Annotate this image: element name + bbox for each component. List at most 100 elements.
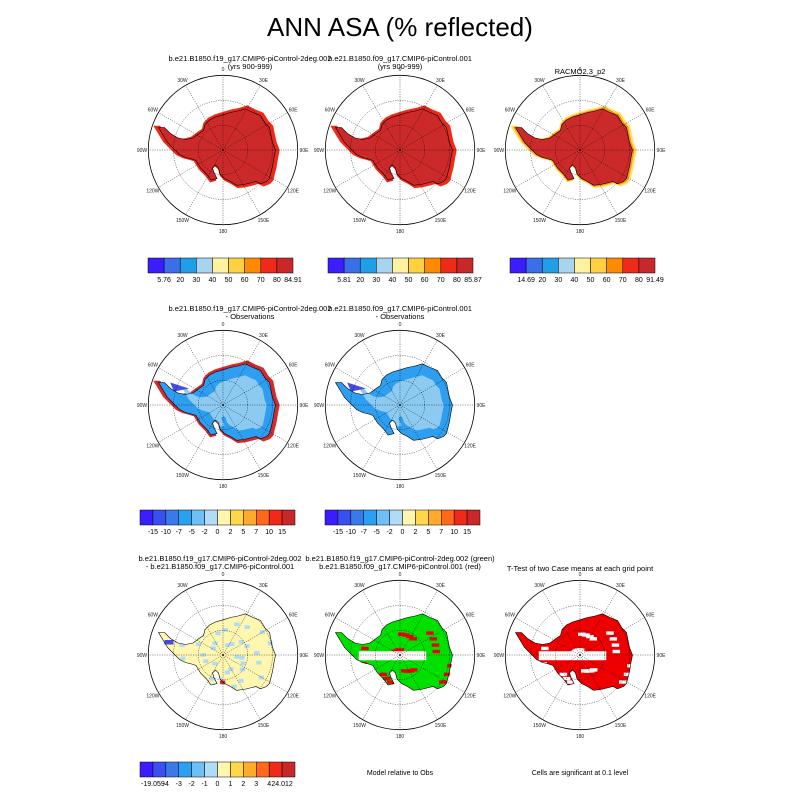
lon-label: 150E — [435, 723, 447, 729]
diff-cell — [192, 691, 197, 695]
colorbar-swatch — [276, 257, 294, 274]
colorbar-label: 14.69 — [517, 277, 535, 284]
lon-label: 60W — [505, 613, 516, 619]
lon-label: 150E — [615, 723, 627, 729]
colorbar: -15 -10 -7 -5 -2 0 2 5 7 10 15 — [324, 509, 481, 536]
diff-cell — [259, 630, 265, 635]
colorbar-label: 60 — [603, 277, 611, 284]
diff-cell — [238, 678, 244, 683]
lon-label: 150E — [258, 218, 270, 224]
colorbar-swatch — [179, 257, 197, 274]
colorbar-swatch — [428, 509, 442, 526]
grid-cell — [580, 669, 589, 673]
colorbar-swatch — [244, 257, 262, 274]
colorbar-swatch — [256, 761, 270, 778]
lon-label: 120E — [287, 694, 299, 700]
lon-label: 60W — [148, 613, 159, 619]
lon-label: 90E — [477, 653, 487, 659]
diff-cell — [240, 661, 246, 666]
main-title: ANN ASA (% reflected) — [267, 12, 533, 42]
colorbar-label: 40 — [389, 277, 397, 284]
relative-note: Model relative to Obs — [366, 770, 434, 777]
colorbar-label: 4 — [267, 781, 271, 788]
colorbar-swatch — [590, 257, 607, 274]
lon-label: 30E — [436, 583, 446, 589]
colorbar-swatch — [622, 257, 640, 274]
diff-cell — [229, 642, 235, 646]
colorbar-label: 10 — [450, 529, 458, 536]
colorbar-label: -19.059 — [141, 781, 165, 788]
colorbar-label: 24.012 — [271, 781, 293, 788]
lon-label: 120W — [323, 694, 336, 700]
lon-label: 30W — [534, 583, 545, 589]
diff-cell — [208, 693, 213, 697]
graticule — [148, 580, 298, 730]
polar-map-diff-obs-1: 0 30E 60E 90E 120E 150E 180 150W 120W 90W 60W 30W — [137, 322, 309, 490]
colorbar-swatch — [191, 509, 205, 526]
lon-label: 150W — [176, 218, 189, 224]
colorbar-label: 2 — [413, 529, 417, 536]
colorbar-swatch — [281, 509, 296, 526]
panel-title-line1: b.e21.B1850.f09_g17.CMIP6-piControl.001 — [328, 304, 472, 313]
colorbar-label: -4 — [163, 781, 169, 788]
colorbar-swatch — [139, 761, 154, 778]
lon-label: 120E — [644, 694, 656, 700]
lon-label: 150W — [176, 473, 189, 479]
colorbar-label: 7 — [439, 529, 443, 536]
diff-cell — [258, 675, 264, 680]
lon-label: 150E — [435, 473, 447, 479]
graticule — [148, 75, 298, 225]
lon-label: 60E — [289, 613, 299, 619]
panel-title-line2: (yrs 900-999) — [377, 62, 423, 71]
colorbar-label: -1 — [201, 781, 207, 788]
lon-label: 120W — [323, 189, 336, 195]
diff-cell — [190, 668, 196, 672]
diff-cell — [234, 655, 240, 659]
colorbar-swatch — [456, 257, 474, 274]
panel-title-line2: b.e21.B1850.f09_g17.CMIP6-piControl.001 … — [319, 562, 481, 571]
colorbar-swatch — [230, 761, 244, 778]
diff-cell — [215, 631, 221, 636]
grid-cell — [576, 648, 585, 652]
negative-cell — [164, 640, 174, 645]
grid-cell — [612, 649, 621, 654]
lon-label: 180 — [576, 229, 585, 235]
lon-label: 180 — [576, 734, 585, 740]
graticule — [325, 580, 475, 730]
lon-label: 0 — [222, 322, 225, 328]
grid-cell — [541, 646, 549, 651]
diff-cell — [180, 656, 186, 661]
map-field — [153, 105, 280, 189]
lon-label: 0 — [222, 572, 225, 578]
lon-label: 90W — [137, 653, 148, 659]
grid-cell — [540, 670, 549, 674]
colorbar-swatch — [541, 257, 559, 274]
lon-label: 0 — [579, 572, 582, 578]
lon-label: 120W — [503, 189, 516, 195]
diff-cell — [214, 613, 221, 618]
graticule — [505, 580, 655, 730]
colorbar-label: 5 — [241, 529, 245, 536]
grid-cell — [611, 643, 620, 647]
colorbar-swatch — [217, 509, 231, 526]
colorbar-swatch — [243, 509, 257, 526]
colorbar-swatch — [408, 257, 425, 274]
diff-cell — [228, 667, 234, 672]
continent-field — [335, 108, 453, 186]
polar-map-diff-models: 0 30E 60E 90E 120E 150E 180 150W 120W 90W 60W 30W — [137, 572, 309, 740]
grid-cell — [361, 646, 369, 651]
colorbar: 5.76 20 30 40 50 60 70 80 84.91 — [147, 257, 302, 284]
colorbar-label: 5.76 — [157, 277, 171, 284]
grid-cell — [589, 637, 598, 641]
colorbar-label: 50 — [225, 277, 233, 284]
interior-field — [359, 375, 444, 431]
grid-cell — [400, 669, 409, 673]
lon-label: 90E — [477, 148, 487, 154]
lon-label: 60E — [646, 108, 656, 114]
colorbar-swatch — [363, 509, 377, 526]
grid-cell — [426, 631, 434, 635]
lon-label: 150E — [435, 218, 447, 224]
lon-label: 0 — [399, 322, 402, 328]
grid-cell — [618, 680, 627, 684]
grid-cell — [387, 680, 395, 684]
